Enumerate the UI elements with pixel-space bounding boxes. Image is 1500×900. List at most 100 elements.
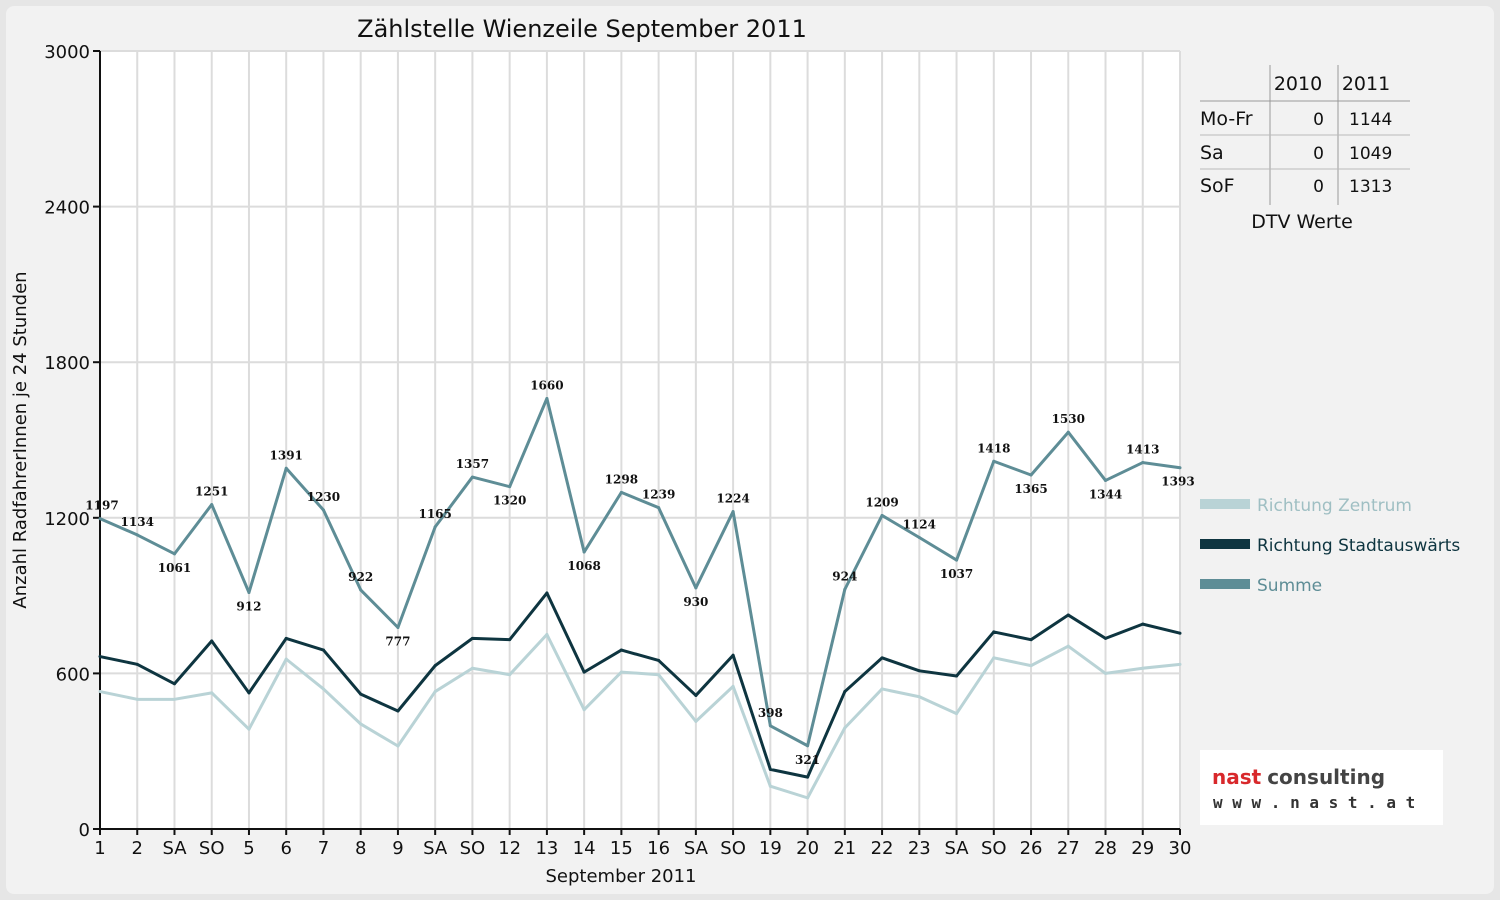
x-tick-label: 21 <box>833 838 856 859</box>
y-axis-label: Anzahl RadfahrerInnen je 24 Stunden <box>10 271 31 608</box>
series-point <box>396 709 400 713</box>
x-tick-label: SO <box>720 838 746 859</box>
data-label: 1660 <box>530 379 563 393</box>
data-label: 1197 <box>85 499 118 513</box>
data-label: 1224 <box>716 492 749 506</box>
data-label: 1165 <box>418 507 451 521</box>
series-point <box>582 550 586 554</box>
x-tick-label: 14 <box>573 838 596 859</box>
series-point <box>1178 466 1182 470</box>
series-point <box>284 657 288 661</box>
x-tick-label: 15 <box>610 838 633 859</box>
series-point <box>657 673 661 677</box>
series-point <box>433 664 437 668</box>
series-point <box>619 648 623 652</box>
series-point <box>917 669 921 673</box>
series-point <box>545 591 549 595</box>
data-label: 1391 <box>270 448 303 462</box>
dtv-row-2011: 1144 <box>1349 110 1392 130</box>
y-tick-label: 1200 <box>44 509 90 530</box>
series-point <box>1104 671 1108 675</box>
series-point <box>1029 638 1033 642</box>
dtv-row-label: Mo-Fr <box>1200 108 1253 130</box>
x-tick-label: 2 <box>132 838 143 859</box>
data-label: 398 <box>758 706 783 720</box>
data-label: 1344 <box>1089 487 1122 501</box>
series-point <box>806 744 810 748</box>
data-label: 1365 <box>1014 482 1047 496</box>
series-point <box>1066 613 1070 617</box>
dtv-caption: DTV Werte <box>1251 211 1353 233</box>
data-label: 1357 <box>456 457 489 471</box>
data-label: 1239 <box>642 488 675 502</box>
x-tick-label: 7 <box>318 838 329 859</box>
data-label: 924 <box>832 569 857 583</box>
dtv-row-2010: 0 <box>1313 110 1324 130</box>
series-point <box>508 485 512 489</box>
x-tick-label: 30 <box>1169 838 1192 859</box>
x-tick-label: SA <box>684 838 709 859</box>
x-tick-label: SA <box>162 838 187 859</box>
series-point <box>470 666 474 670</box>
series-point <box>135 697 139 701</box>
series-point <box>508 638 512 642</box>
x-tick-label: SO <box>981 838 1007 859</box>
x-axis-label: September 2011 <box>545 866 696 887</box>
series-point <box>470 475 474 479</box>
series-point <box>359 722 363 726</box>
x-tick-label: 16 <box>647 838 670 859</box>
series-point <box>433 690 437 694</box>
chart-title: Zählstelle Wienzeile September 2011 <box>357 15 807 43</box>
dtv-row-2010: 0 <box>1313 177 1324 197</box>
x-tick-labels: 1 2 SA SO 5 6 7 8 9 SA SO 12 13 14 15 16 SA SO 19 20 21 22 23 S… <box>94 838 1191 859</box>
dtv-row-label: SoF <box>1200 175 1235 197</box>
series-point <box>880 656 884 660</box>
x-tick-label: 20 <box>796 838 819 859</box>
series-point <box>731 510 735 514</box>
x-tick-label: SO <box>460 838 486 859</box>
series-point <box>1029 664 1033 668</box>
legend-swatch <box>1200 499 1250 509</box>
y-tick-labels: 0 600 1200 1800 2400 3000 <box>44 42 90 841</box>
dtv-row-2010: 0 <box>1313 144 1324 164</box>
data-label: 321 <box>795 753 820 767</box>
data-label: 1298 <box>605 472 638 486</box>
series-point <box>694 693 698 697</box>
series-point <box>321 687 325 691</box>
series-point <box>247 727 251 731</box>
series-point <box>992 630 996 634</box>
series-point <box>619 670 623 674</box>
series-point <box>582 708 586 712</box>
series-point <box>135 662 139 666</box>
series-point <box>657 658 661 662</box>
series-point <box>321 508 325 512</box>
x-tick-label: SO <box>199 838 225 859</box>
legend-label: Richtung Zentrum <box>1257 496 1412 516</box>
series-point <box>545 633 549 636</box>
dtv-row-label: Sa <box>1200 142 1224 164</box>
x-tick-label: 29 <box>1131 838 1154 859</box>
data-label: 1393 <box>1161 475 1194 489</box>
series-point <box>768 724 772 728</box>
series-point <box>992 656 996 660</box>
series-point <box>768 784 772 788</box>
axes <box>93 50 1181 835</box>
series-point <box>1178 662 1182 666</box>
series-point <box>172 697 176 701</box>
x-tick-label: 27 <box>1057 838 1080 859</box>
logo-name: nast consulting <box>1212 765 1385 789</box>
series-point <box>1141 461 1145 465</box>
series-point <box>210 503 214 507</box>
x-tick-label: 6 <box>280 838 291 859</box>
series-point <box>172 552 176 556</box>
y-tick-label: 0 <box>79 820 90 841</box>
series-point <box>545 397 549 401</box>
series-point <box>694 719 698 723</box>
series-lines <box>98 397 1182 800</box>
series-point <box>955 558 959 562</box>
dtv-header-2011: 2011 <box>1342 73 1390 95</box>
series-point <box>768 767 772 771</box>
data-label: 1209 <box>865 495 898 509</box>
logo-name-part1: nast <box>1212 765 1262 789</box>
series-point <box>135 533 139 537</box>
